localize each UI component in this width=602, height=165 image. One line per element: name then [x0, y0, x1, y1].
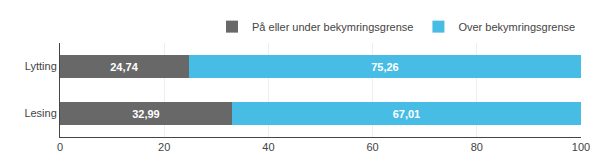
svg-text:40: 40	[262, 141, 274, 153]
svg-text:32,99: 32,99	[132, 108, 160, 120]
svg-text:80: 80	[471, 141, 483, 153]
svg-text:På eller under bekymringsgrens: På eller under bekymringsgrense	[252, 21, 413, 33]
svg-text:60: 60	[366, 141, 378, 153]
svg-text:Over bekymringsgrense: Over bekymringsgrense	[458, 21, 575, 33]
svg-text:20: 20	[158, 141, 170, 153]
svg-text:100: 100	[572, 141, 590, 153]
svg-text:Lesing: Lesing	[24, 107, 56, 119]
svg-text:75,26: 75,26	[371, 61, 399, 73]
svg-text:0: 0	[57, 141, 63, 153]
svg-text:Lytting: Lytting	[25, 60, 57, 72]
svg-text:67,01: 67,01	[393, 108, 421, 120]
svg-text:24,74: 24,74	[110, 61, 138, 73]
